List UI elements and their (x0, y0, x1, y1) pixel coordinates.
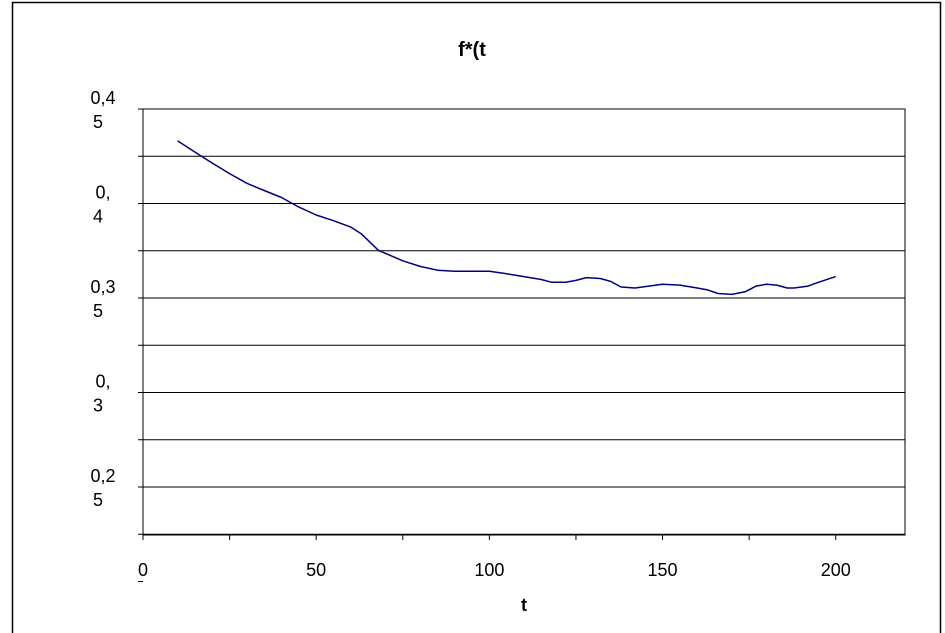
y-tick-label-line: 0, (95, 183, 110, 203)
x-tick-label: 0 (138, 560, 148, 580)
x-tick-label: 50 (306, 560, 326, 580)
x-tick-label: 100 (474, 560, 504, 580)
y-tick-label-line: 0,3 (90, 277, 115, 297)
y-tick-label-line: 5 (93, 301, 103, 321)
y-tick-label-line: 4 (93, 207, 103, 227)
y-tick-label-line: 0,2 (90, 466, 115, 486)
y-tick-label-line: 0,4 (90, 88, 115, 108)
chart-title: f*(t (458, 39, 486, 61)
y-tick-label-line: 5 (93, 112, 103, 132)
y-tick-label-line: 5 (93, 490, 103, 510)
x-tick-label: 200 (821, 560, 851, 580)
y-tick-label-line: 3 (93, 396, 103, 416)
x-tick-label: 150 (648, 560, 678, 580)
x-axis-label: t (521, 595, 527, 615)
outer-border (13, 3, 941, 633)
y-tick-label-line: 0, (95, 372, 110, 392)
